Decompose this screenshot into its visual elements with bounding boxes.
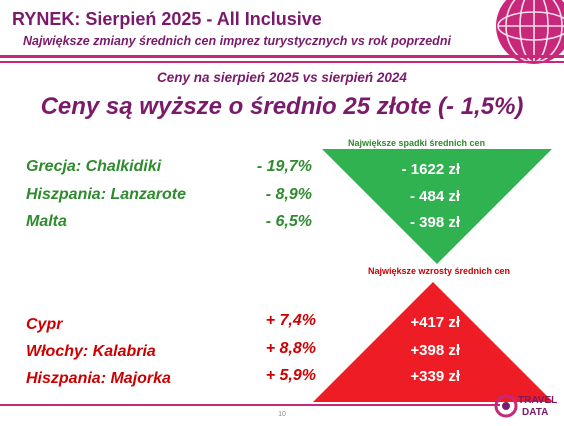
decrease-triangle bbox=[322, 149, 552, 264]
increase-percent-3: + 5,9% bbox=[265, 367, 316, 384]
decrease-percent-3: - 6,5% bbox=[265, 213, 312, 230]
increase-amount-2: +398 zł bbox=[410, 342, 460, 359]
increase-destination-2: Włochy: Kalabria bbox=[26, 343, 156, 360]
globe-icon bbox=[496, 0, 564, 64]
increases-label: Największe wzrosty średnich cen bbox=[368, 266, 511, 276]
increase-amount-3: +339 zł bbox=[410, 368, 460, 385]
comparison-label: Ceny na sierpień 2025 vs sierpień 2024 bbox=[157, 70, 407, 85]
headline: Ceny są wyższe o średnio 25 złote (- 1,5… bbox=[40, 93, 524, 120]
decrease-destination-1: Grecja: Chalkidiki bbox=[26, 158, 162, 175]
decrease-amount-2: - 484 zł bbox=[409, 188, 460, 205]
logo-bottom-text: DATA bbox=[522, 407, 548, 418]
decrease-destination-3: Malta bbox=[26, 213, 67, 230]
decreases-label: Największe spadki średnich cen bbox=[348, 138, 486, 148]
decrease-amount-3: - 398 zł bbox=[409, 214, 460, 231]
decrease-percent-2: - 8,9% bbox=[265, 186, 312, 203]
page-number: 10 bbox=[278, 411, 286, 418]
page-title: RYNEK: Sierpień 2025 - All Inclusive bbox=[12, 9, 322, 29]
header-rule-bottom bbox=[0, 61, 564, 63]
increase-percent-1: + 7,4% bbox=[265, 312, 316, 329]
decrease-amount-1: - 1622 zł bbox=[401, 161, 460, 178]
increase-destination-1: Cypr bbox=[26, 316, 63, 333]
travel-data-logo: TRAVEL DATA bbox=[494, 391, 562, 421]
footer-rule bbox=[0, 404, 500, 406]
header-rule-top bbox=[0, 55, 564, 58]
increase-percent-2: + 8,8% bbox=[265, 340, 316, 357]
decrease-percent-1: - 19,7% bbox=[256, 158, 312, 175]
logo-top-text: TRAVEL bbox=[518, 395, 557, 406]
increase-triangle bbox=[313, 282, 553, 402]
decrease-destination-2: Hiszpania: Lanzarote bbox=[26, 186, 187, 203]
increase-destination-3: Hiszpania: Majorka bbox=[26, 370, 171, 387]
increase-amount-1: +417 zł bbox=[410, 314, 460, 331]
page-subtitle: Największe zmiany średnich cen imprez tu… bbox=[23, 34, 451, 48]
